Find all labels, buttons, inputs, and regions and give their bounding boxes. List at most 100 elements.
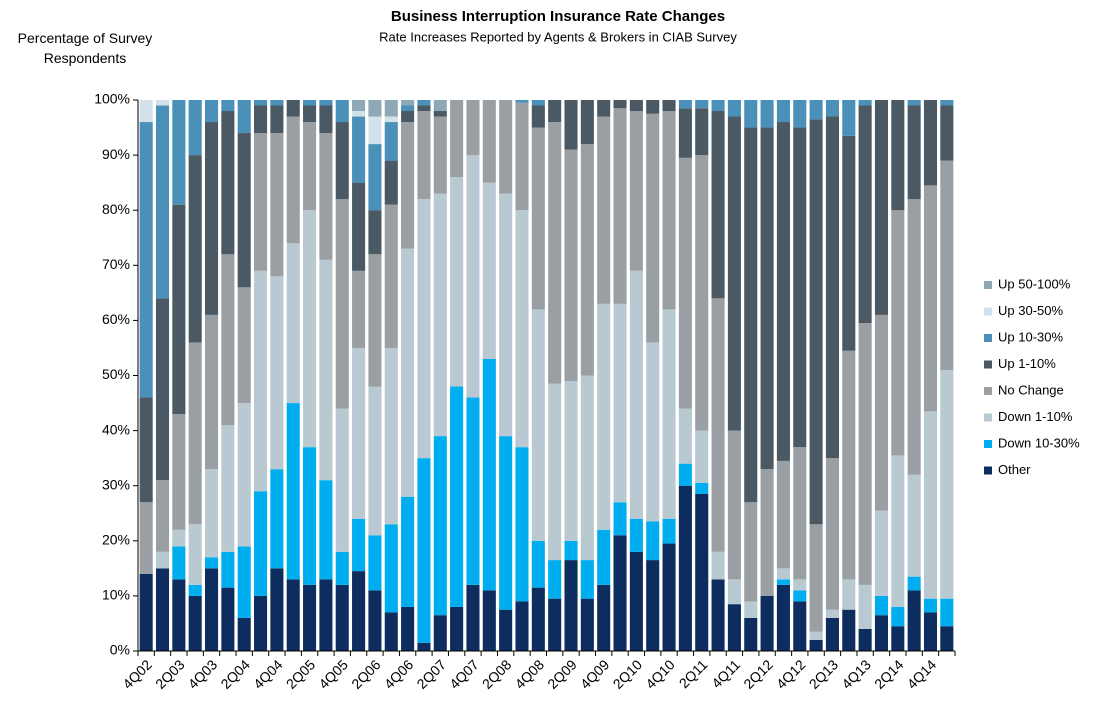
bar-segment: [793, 100, 807, 128]
bar-segment: [874, 510, 889, 596]
bar-segment: [891, 626, 905, 651]
legend-swatch: [984, 334, 992, 342]
bar-segment: [564, 381, 578, 541]
bar-segment: [907, 199, 921, 475]
bar-segment: [531, 100, 545, 106]
bar-segment: [580, 375, 594, 561]
x-tick-label: 2Q07: [413, 656, 449, 692]
bar-segment: [172, 529, 186, 547]
bar-segment: [303, 210, 317, 448]
bar-segment: [678, 485, 692, 651]
bar-segment: [368, 254, 382, 387]
bar-segment: [270, 133, 284, 277]
bar-segment: [188, 584, 202, 596]
bar-segment: [695, 108, 709, 156]
bar-segment: [450, 386, 464, 607]
chart-subtitle: Rate Increases Reported by Agents & Brok…: [379, 29, 737, 44]
bar-segment: [646, 560, 660, 651]
x-tick-label: 4Q05: [315, 656, 351, 692]
bar-segment: [319, 133, 333, 260]
bar-segment: [139, 502, 153, 574]
chart-title: Business Interruption Insurance Rate Cha…: [391, 8, 725, 25]
bar-segment: [155, 551, 170, 569]
bar-segment: [352, 111, 366, 117]
bar-segment: [793, 447, 807, 580]
bar-segment: [188, 595, 202, 651]
bar-segment: [352, 347, 366, 519]
bar-segment: [237, 546, 251, 618]
bar-segment: [874, 100, 889, 315]
y-tick-label: 40%: [102, 421, 130, 437]
bar-segment: [450, 100, 464, 178]
bar-segment: [384, 116, 398, 123]
bar-segment: [825, 617, 839, 651]
x-tick-label: 4Q02: [119, 656, 155, 692]
bar-segment: [188, 155, 202, 343]
bar-segment: [204, 122, 219, 315]
bar-segment: [335, 100, 349, 123]
bar-segment: [237, 617, 251, 651]
bar-segment: [727, 430, 741, 580]
bar-segment: [401, 606, 415, 651]
bar-segment: [254, 270, 268, 492]
bar-segment: [433, 436, 447, 616]
bar-segment: [155, 105, 170, 299]
bar-segment: [695, 100, 709, 109]
x-tick-label: 4Q03: [185, 656, 221, 692]
bar-segment: [254, 491, 268, 596]
x-tick-label: 4Q09: [577, 656, 613, 692]
x-tick-label: 2Q05: [283, 656, 319, 692]
bar-segment: [531, 309, 545, 541]
x-tick-label: 2Q13: [806, 656, 842, 692]
bar-segment: [515, 601, 529, 651]
bar-segment: [662, 100, 676, 112]
bar-segment: [352, 270, 366, 348]
bar-segment: [515, 447, 529, 602]
x-tick-label: 4Q04: [250, 656, 286, 692]
bar-segment: [417, 642, 431, 651]
bar-segment: [303, 105, 317, 123]
bar-segment: [727, 116, 741, 431]
bar-segment: [695, 430, 709, 483]
bar-segment: [891, 455, 905, 607]
bar-segment: [597, 529, 611, 585]
bar-segment: [319, 579, 333, 651]
bar-segment: [744, 601, 758, 618]
bar-segment: [923, 185, 938, 412]
bar-segment: [907, 100, 921, 106]
bar-segment: [858, 100, 872, 106]
bar-segment: [401, 248, 415, 497]
bar-segment: [760, 469, 774, 596]
bar-segment: [776, 584, 790, 651]
bar-segment: [188, 342, 202, 525]
bar-segment: [613, 303, 627, 503]
bar-segment: [204, 314, 219, 470]
legend-label: No Change: [998, 382, 1064, 397]
bar-segment: [139, 397, 153, 503]
bar-segment: [678, 108, 692, 158]
bar-segment: [384, 100, 398, 117]
y-tick-label: 70%: [102, 256, 130, 272]
bar-segment: [319, 259, 333, 481]
bar-segment: [727, 579, 741, 605]
bar-segment: [515, 100, 529, 103]
bar-segment: [352, 100, 366, 112]
bar-segment: [580, 598, 594, 651]
x-tick-label: 4Q06: [381, 656, 417, 692]
bar-segment: [466, 100, 480, 156]
bar-segment: [842, 350, 856, 580]
bar-segment: [629, 518, 643, 552]
bar-segment: [172, 100, 186, 205]
bar-segment: [548, 383, 562, 561]
bar-segment: [776, 568, 790, 580]
bar-segment: [384, 612, 398, 651]
bar-segment: [907, 590, 921, 651]
bar-segment: [874, 615, 889, 651]
legend-swatch: [984, 307, 992, 316]
bar-segment: [515, 102, 529, 211]
bar-segment: [204, 557, 219, 569]
x-tick-label: 4Q07: [446, 656, 482, 692]
bar-segment: [842, 609, 856, 651]
bar-segment: [580, 144, 594, 376]
bar-segment: [760, 595, 774, 651]
